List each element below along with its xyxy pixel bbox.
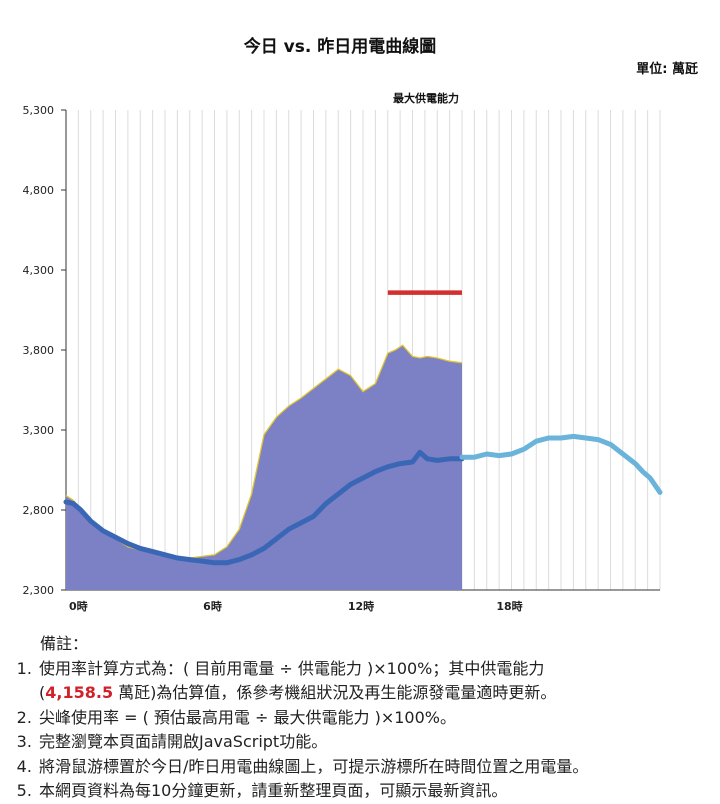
unit-label: 單位: 萬瓩 bbox=[636, 62, 698, 77]
note-item-3: 完整瀏覽本頁面請開啟JavaScript功能。 bbox=[37, 730, 720, 755]
supply-capacity-value: 4,158.5 bbox=[45, 683, 114, 702]
y-tick-label: 3,800 bbox=[23, 344, 55, 357]
note-1-open: ( bbox=[39, 683, 46, 702]
notes-section: 備註： 使用率計算方式為：( 目前用電量 ÷ 供電能力 )×100%；其中供電能… bbox=[0, 632, 720, 804]
y-tick-label: 3,300 bbox=[23, 424, 55, 437]
note-item-4: 將滑鼠游標置於今日/昨日用電曲線圖上，可提示游標所在時間位置之用電量。 bbox=[37, 755, 720, 780]
today-usage-outline bbox=[65, 344, 463, 559]
power-usage-chart[interactable]: 5,300 4,800 4,300 3,800 3,300 2,800 2,300 0時 6時… bbox=[0, 80, 720, 620]
legend-max-supply-label: 最大供電能力 bbox=[393, 91, 459, 105]
y-tick-label: 4,800 bbox=[23, 184, 55, 197]
notes-title: 備註： bbox=[40, 634, 89, 653]
y-tick-label: 2,800 bbox=[23, 504, 55, 517]
x-tick-label: 0時 bbox=[69, 599, 88, 613]
note-1-text: 使用率計算方式為：( 目前用電量 ÷ 供電能力 )×100%；其中供電能力 bbox=[39, 658, 545, 678]
note-1-rest: 萬瓩)為估算值，係參考機組狀況及再生能源發電量適時更新。 bbox=[113, 683, 557, 702]
y-tick-label: 4,300 bbox=[23, 264, 55, 277]
x-axis: 0時 6時 12時 18時 bbox=[66, 589, 660, 613]
x-tick-label: 18時 bbox=[496, 599, 522, 613]
yesterday-usage-line-past[interactable] bbox=[63, 449, 465, 566]
note-item-2: 尖峰使用率 = ( 預估最高用電 ÷ 最大供電能力 )×100%。 bbox=[37, 706, 720, 731]
note-item-1: 使用率計算方式為：( 目前用電量 ÷ 供電能力 )×100%；其中供電能力 (4… bbox=[37, 657, 720, 706]
yesterday-usage-line-future[interactable] bbox=[459, 433, 663, 495]
y-axis: 5,300 4,800 4,300 3,800 3,300 2,800 2,300 bbox=[23, 104, 67, 597]
chart-title: 今日 vs. 昨日用電曲線圖 bbox=[243, 37, 437, 57]
x-tick-label: 6時 bbox=[203, 599, 222, 613]
notes-list: 使用率計算方式為：( 目前用電量 ÷ 供電能力 )×100%；其中供電能力 (4… bbox=[0, 657, 720, 804]
y-tick-label: 2,300 bbox=[23, 584, 55, 597]
legend: 最大供電能力 bbox=[393, 91, 459, 105]
series-layer[interactable] bbox=[63, 290, 663, 590]
x-tick-label: 12時 bbox=[348, 599, 374, 613]
today-usage-area[interactable] bbox=[66, 345, 462, 590]
y-tick-label: 5,300 bbox=[23, 104, 55, 117]
note-item-5: 本網頁資料為每10分鐘更新，請重新整理頁面，可顯示最新資訊。 bbox=[37, 779, 720, 804]
